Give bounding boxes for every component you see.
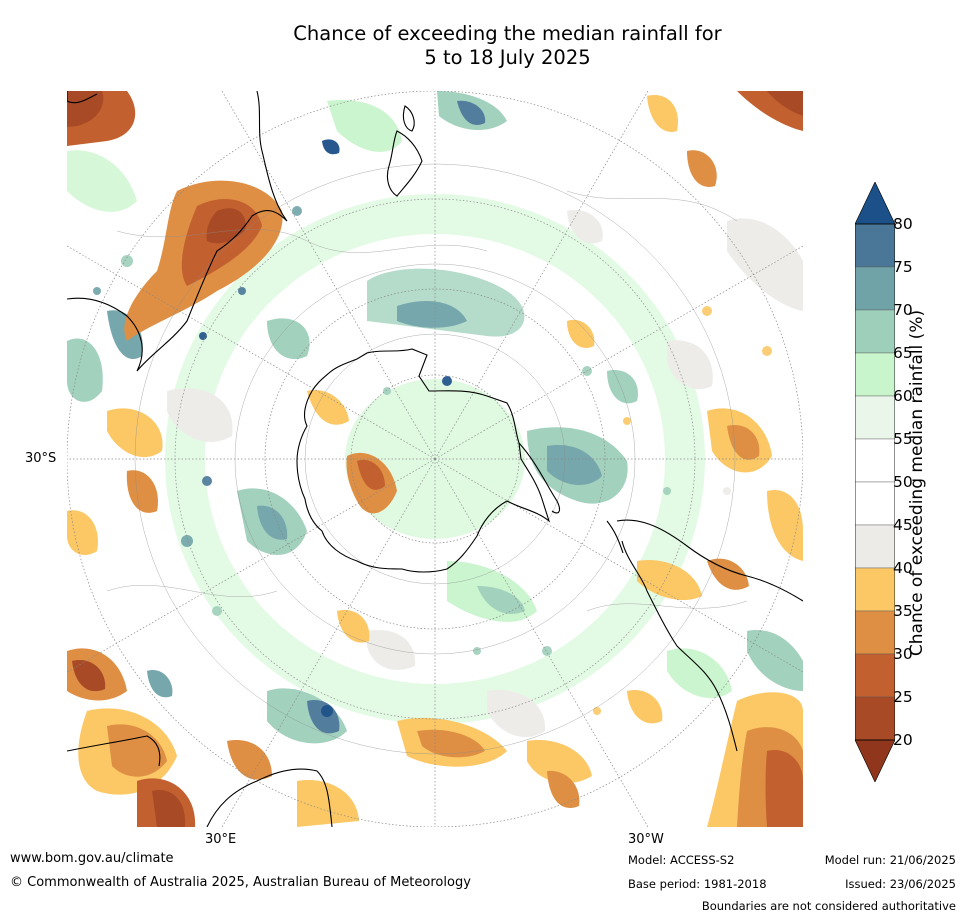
new-zealand-coast bbox=[386, 130, 423, 197]
chart-title: Chance of exceeding the median rainfall … bbox=[180, 22, 835, 70]
title-line-1: Chance of exceeding the median rainfall … bbox=[293, 22, 722, 45]
australia-coast bbox=[67, 91, 288, 372]
colorbar-tick-70: 70 bbox=[893, 301, 913, 319]
lat-label-30s: 30°S bbox=[25, 451, 57, 466]
footer-issued: Issued: 23/06/2025 bbox=[845, 877, 956, 891]
colorbar-tick-75: 75 bbox=[893, 258, 913, 276]
colorbar-tick-60: 60 bbox=[893, 387, 913, 405]
footer-base-period: Base period: 1981-2018 bbox=[628, 877, 767, 891]
colorbar-bin-50-55 bbox=[855, 438, 895, 483]
polar-rainfall-map bbox=[67, 91, 803, 827]
colorbar-bin-55-60 bbox=[855, 395, 895, 440]
colorbar-title: Chance of exceeding median rainfall (%) bbox=[907, 309, 927, 657]
colorbar-bin-40-45 bbox=[855, 524, 895, 569]
colorbar bbox=[855, 182, 895, 782]
africa-coast bbox=[206, 768, 333, 827]
colorbar-tick-35: 35 bbox=[893, 602, 913, 620]
title-line-2: 5 to 18 July 2025 bbox=[424, 46, 591, 69]
footer-model: Model: ACCESS-S2 bbox=[628, 853, 735, 867]
colorbar-bin-30-35 bbox=[855, 610, 895, 655]
colorbar-bin-25-30 bbox=[855, 653, 895, 698]
colorbar-tick-30: 30 bbox=[893, 645, 913, 663]
colorbar-extend-high bbox=[855, 182, 895, 225]
antarctica-coast bbox=[296, 348, 551, 573]
colorbar-tick-80: 80 bbox=[893, 215, 913, 233]
south-america-coast bbox=[616, 519, 803, 602]
lon-label-30e: 30°E bbox=[205, 832, 237, 847]
colorbar-bin-70-75 bbox=[855, 266, 895, 311]
colorbar-bin-45-50 bbox=[855, 481, 895, 526]
lon-label-30w: 30°W bbox=[628, 832, 664, 847]
footer-disclaimer: Boundaries are not considered authoritat… bbox=[701, 899, 956, 913]
colorbar-tick-50: 50 bbox=[893, 473, 913, 491]
footer-copyright: © Commonwealth of Australia 2025, Austra… bbox=[10, 875, 471, 890]
dry-anomalies bbox=[67, 91, 803, 827]
colorbar-bin-20-25 bbox=[855, 696, 895, 741]
colorbar-outline bbox=[855, 223, 895, 741]
coastlines bbox=[67, 91, 803, 827]
colorbar-tick-20: 20 bbox=[893, 731, 913, 749]
colorbar-tick-45: 45 bbox=[893, 516, 913, 534]
footer-url: www.bom.gov.au/climate bbox=[10, 851, 174, 866]
texture-speckles bbox=[93, 206, 772, 717]
colorbar-tick-40: 40 bbox=[893, 559, 913, 577]
colorbar-tick-55: 55 bbox=[893, 430, 913, 448]
colorbar-extend-low bbox=[855, 739, 895, 782]
colorbar-tick-65: 65 bbox=[893, 344, 913, 362]
footer-model-run: Model run: 21/06/2025 bbox=[824, 853, 956, 867]
colorbar-bin-35-40 bbox=[855, 567, 895, 612]
colorbar-tick-25: 25 bbox=[893, 688, 913, 706]
colorbar-bin-65-70 bbox=[855, 309, 895, 354]
graticule bbox=[67, 91, 803, 827]
colorbar-bin-60-65 bbox=[855, 352, 895, 397]
colorbar-bin-75-80 bbox=[855, 223, 895, 268]
